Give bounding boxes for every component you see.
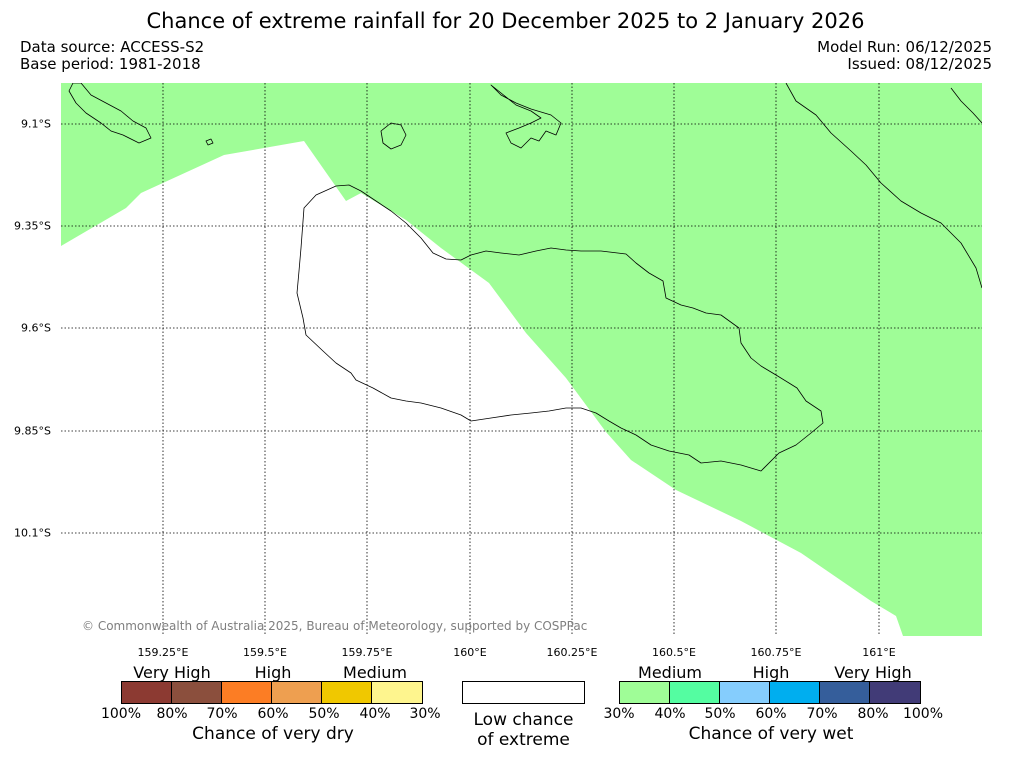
base-period-text: Base period: 1981-2018 xyxy=(20,55,201,73)
wet-tick: 80% xyxy=(857,706,889,722)
low-chance-swatch xyxy=(462,681,585,704)
wet-tick: 70% xyxy=(806,706,838,722)
dry-tick: 60% xyxy=(257,706,289,722)
dry-swatch xyxy=(122,682,172,703)
lat-label: 9.35°S xyxy=(14,219,51,233)
wet-swatch xyxy=(870,682,920,703)
malaita-coast-north-outline xyxy=(950,87,982,124)
dry-tick: 80% xyxy=(156,706,188,722)
wet-tick: 60% xyxy=(755,706,787,722)
wet-tick: 40% xyxy=(654,706,686,722)
lon-label: 160.75°E xyxy=(750,646,802,659)
lon-label: 160.25°E xyxy=(546,646,598,659)
run-info: Model Run: 06/12/2025 Issued: 08/12/2025 xyxy=(817,39,992,73)
dry-swatch xyxy=(322,682,372,703)
dry-category-label: Very High xyxy=(133,663,211,682)
santa-isabel-outline xyxy=(68,83,152,144)
dry-swatch xyxy=(172,682,222,703)
guadalcanal-island-outline xyxy=(296,184,824,472)
copyright-notice: © Commonwealth of Australia 2025, Bureau… xyxy=(82,619,588,633)
wet-colorbar xyxy=(619,681,921,704)
wet-category-label: High xyxy=(752,663,790,682)
low-chance-line: of extreme xyxy=(477,730,570,750)
dry-category-label: Medium xyxy=(343,663,407,682)
wet-swatch xyxy=(670,682,720,703)
low-chance-label: Low chance of extreme xyxy=(462,710,585,750)
savo-islet-outline xyxy=(205,138,214,146)
lat-label: 10.1°S xyxy=(14,526,51,540)
russell-island-outline xyxy=(380,122,407,150)
lat-label: 9.6°S xyxy=(21,321,51,335)
wet-legend-title: Chance of very wet xyxy=(688,724,854,744)
lon-label: 160.5°E xyxy=(652,646,696,659)
wet-swatch xyxy=(770,682,820,703)
lat-label: 9.85°S xyxy=(14,424,51,438)
lon-label: 161°E xyxy=(862,646,896,659)
model-run-text: Model Run: 06/12/2025 xyxy=(817,38,992,56)
wet-shading-region xyxy=(61,83,982,636)
malaita-coast-outline xyxy=(785,83,982,289)
graticule xyxy=(61,83,982,636)
dry-tick: 50% xyxy=(308,706,340,722)
wet-category-label: Very High xyxy=(834,663,912,682)
lon-label: 159.25°E xyxy=(137,646,189,659)
wet-swatch xyxy=(720,682,770,703)
dry-swatch xyxy=(272,682,322,703)
data-source-text: Data source: ACCESS-S2 xyxy=(20,38,205,56)
dry-category-label: High xyxy=(254,663,292,682)
low-chance-line: Low chance xyxy=(473,710,574,730)
florida-islands-outline xyxy=(490,84,562,149)
dry-colorbar xyxy=(121,681,423,704)
issued-text: Issued: 08/12/2025 xyxy=(847,55,992,73)
wet-swatch xyxy=(820,682,870,703)
dry-swatch xyxy=(372,682,422,703)
chart-title: Chance of extreme rainfall for 20 Decemb… xyxy=(146,9,865,33)
lat-label: 9.1°S xyxy=(21,117,51,131)
dry-swatch xyxy=(222,682,272,703)
lon-label: 159.75°E xyxy=(341,646,393,659)
map-panel xyxy=(61,83,982,636)
dry-tick: 30% xyxy=(409,706,441,722)
coastlines xyxy=(68,83,982,472)
lon-label: 160°E xyxy=(453,646,487,659)
dry-tick: 40% xyxy=(359,706,391,722)
dry-legend-title: Chance of very dry xyxy=(192,724,354,744)
dry-tick: 70% xyxy=(206,706,238,722)
wet-tick: 30% xyxy=(603,706,635,722)
wet-tick: 50% xyxy=(704,706,736,722)
dry-tick: 100% xyxy=(100,706,142,722)
wet-category-label: Medium xyxy=(638,663,702,682)
wet-swatch xyxy=(620,682,670,703)
source-info: Data source: ACCESS-S2 Base period: 1981… xyxy=(20,39,204,73)
map-svg xyxy=(61,83,982,636)
lon-label: 159.5°E xyxy=(243,646,287,659)
wet-tick: 100% xyxy=(902,706,944,722)
